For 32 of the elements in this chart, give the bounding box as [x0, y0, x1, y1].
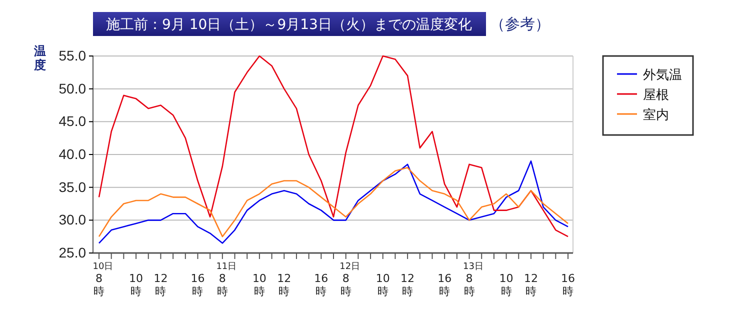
x-tick-label: 16 時	[314, 272, 328, 298]
line-series	[98, 166, 569, 238]
x-tick-label: 16 時	[190, 272, 205, 298]
y-tick-label: 40.0	[58, 146, 86, 162]
x-tick-label: 12日 8 時	[340, 262, 360, 298]
line-series	[98, 55, 569, 238]
x-tick-label: 16 時	[561, 272, 575, 298]
y-tick-label: 35.0	[58, 178, 86, 195]
x-tick-label: 10 時	[252, 272, 266, 298]
x-tick-label: 11日 8 時	[216, 262, 237, 298]
y-tick-label: 30.0	[58, 212, 86, 228]
x-tick-label: 10 時	[129, 272, 144, 298]
x-tick-label: 12 時	[154, 272, 168, 298]
x-tick-label: 13日 8 時	[463, 262, 484, 298]
y-tick-label: 45.0	[58, 113, 86, 130]
y-tick-label: 25.0	[58, 244, 86, 260]
legend-label: 室内	[643, 107, 669, 123]
x-tick-label: 10日 8 時	[92, 262, 114, 298]
x-tick-label: 10 時	[376, 272, 390, 298]
x-tick-label: 16 時	[438, 272, 452, 298]
legend-label: 屋根	[643, 88, 669, 103]
chart-title: 施工前：9月 10日（土）～9月13日（火）までの温度変化	[106, 17, 472, 33]
x-tick-label: 12 時	[277, 272, 292, 298]
x-tick-label: 10 時	[499, 272, 514, 298]
y-axis-title: 温度	[33, 44, 46, 72]
x-tick-label: 12 時	[524, 272, 538, 298]
y-tick-label: 55.0	[58, 47, 86, 64]
legend-label: 外気温	[643, 68, 682, 83]
y-tick-label: 50.0	[58, 80, 86, 96]
line-series	[98, 160, 569, 244]
chart-subtitle: （参考）	[490, 15, 550, 33]
x-tick-label: 12 時	[400, 272, 415, 298]
